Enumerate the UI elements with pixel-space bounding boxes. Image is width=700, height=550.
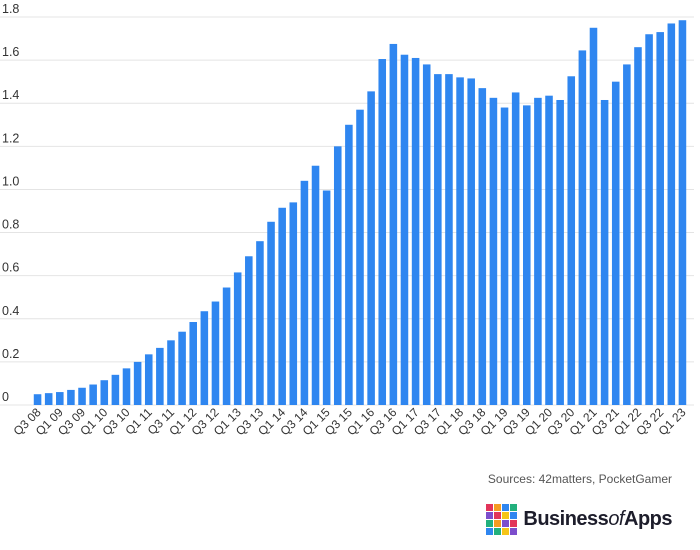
bar xyxy=(600,99,609,406)
bar xyxy=(256,241,264,405)
bar xyxy=(33,394,42,405)
bar xyxy=(523,105,531,405)
bar xyxy=(44,393,53,405)
bar xyxy=(233,272,242,405)
bar xyxy=(589,27,598,406)
bar xyxy=(623,64,631,406)
bar xyxy=(467,78,475,406)
bars xyxy=(33,20,687,406)
bar xyxy=(67,389,75,405)
bar xyxy=(167,340,175,405)
bar xyxy=(122,368,131,405)
y-tick-label: 0.4 xyxy=(2,304,19,318)
logo-tile xyxy=(510,503,518,511)
bar xyxy=(300,180,309,405)
logo-tile xyxy=(502,503,510,511)
bar xyxy=(156,347,164,405)
bar xyxy=(100,380,109,405)
bar xyxy=(500,107,509,405)
logo-tile xyxy=(494,527,502,535)
logo-tile xyxy=(494,511,502,519)
bar xyxy=(656,32,664,406)
bar xyxy=(445,74,453,406)
bar xyxy=(567,76,576,405)
bar xyxy=(78,387,86,405)
y-tick-label: 0.6 xyxy=(2,261,19,275)
bar xyxy=(311,165,320,405)
bar xyxy=(356,109,364,405)
bar xyxy=(267,221,275,405)
bar xyxy=(411,57,420,406)
bar xyxy=(367,91,375,406)
y-tick-label: 1.8 xyxy=(2,2,19,16)
bar xyxy=(478,88,487,405)
logo-mosaic-icon xyxy=(486,503,518,535)
bar xyxy=(89,384,97,405)
bar xyxy=(645,34,653,406)
y-tick-label: 1.4 xyxy=(2,88,19,102)
logo-tile xyxy=(502,519,510,527)
bar xyxy=(545,95,553,406)
bar xyxy=(200,311,209,405)
bar xyxy=(178,331,186,405)
logo-tile xyxy=(486,511,494,519)
bar xyxy=(322,190,331,405)
brand-business: Business xyxy=(523,507,609,530)
bar xyxy=(133,361,142,405)
logo-tile xyxy=(510,511,518,519)
bar xyxy=(511,92,520,405)
bar xyxy=(189,322,197,405)
bar xyxy=(211,301,220,405)
bar xyxy=(56,392,64,405)
logo-tile xyxy=(502,527,510,535)
bar xyxy=(667,23,676,405)
bar xyxy=(144,354,153,405)
brand-logo: BusinessofApps xyxy=(486,503,673,535)
bar xyxy=(456,77,464,406)
bar xyxy=(578,50,587,405)
logo-tile xyxy=(510,519,518,527)
bar xyxy=(278,207,286,405)
source-note: Sources: 42matters, PocketGamer xyxy=(487,472,672,486)
brand-apps: Apps xyxy=(624,507,673,530)
y-tick-label: 0 xyxy=(2,390,9,404)
bar xyxy=(534,97,542,405)
bar xyxy=(345,124,353,405)
bar xyxy=(245,256,253,405)
bar xyxy=(434,74,442,406)
brand-of: of xyxy=(608,507,624,530)
y-axis-ticks: 0 0.2 0.4 0.6 0.8 1.0 1.2 1.4 1.6 1.8 xyxy=(2,2,19,404)
bar xyxy=(489,97,498,405)
logo-tile xyxy=(510,527,518,535)
bar xyxy=(111,374,120,405)
bar xyxy=(333,146,342,405)
bar xyxy=(422,64,431,406)
bar xyxy=(611,81,620,406)
bar xyxy=(400,54,409,405)
bar xyxy=(678,20,687,405)
bar xyxy=(634,47,642,406)
y-tick-label: 0.8 xyxy=(2,218,19,232)
y-tick-label: 1.2 xyxy=(2,131,19,145)
brand-name: BusinessofApps xyxy=(523,508,672,531)
bar xyxy=(222,287,231,405)
y-tick-label: 0.2 xyxy=(2,347,19,361)
logo-tile xyxy=(502,511,510,519)
bar xyxy=(289,202,298,405)
logo-tile xyxy=(494,519,502,527)
logo-tile xyxy=(486,503,494,511)
bar xyxy=(389,43,398,405)
y-tick-label: 1.0 xyxy=(2,174,19,188)
logo-tile xyxy=(486,527,494,535)
bar xyxy=(556,99,564,406)
y-tick-label: 1.6 xyxy=(2,45,19,59)
bar xyxy=(378,59,387,405)
logo-tile xyxy=(494,503,502,511)
logo-tile xyxy=(486,519,494,527)
